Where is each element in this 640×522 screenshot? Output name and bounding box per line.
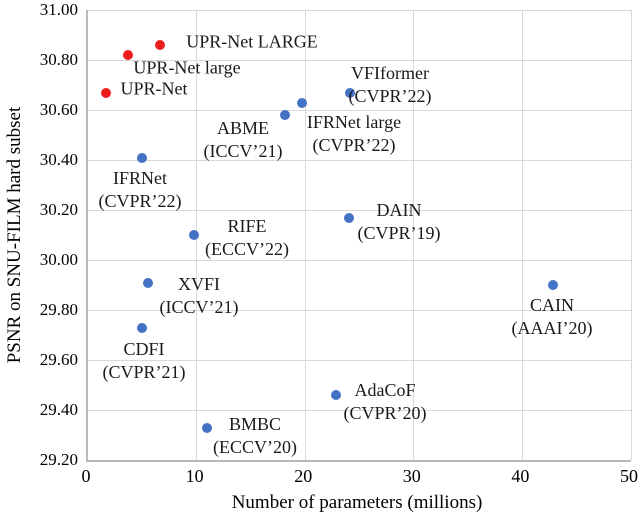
y-tick-label: 30.80 <box>39 50 78 69</box>
data-point <box>547 280 558 290</box>
method-venue: (AAAI’20) <box>511 318 593 338</box>
gridline-vertical <box>304 10 306 460</box>
data-point-label: IFRNet large (CVPR’22) <box>307 111 401 157</box>
data-point <box>123 50 134 60</box>
data-point <box>330 390 341 400</box>
method-venue: (ICCV’21) <box>203 141 283 161</box>
x-tick-label: 50 <box>620 466 638 486</box>
plot-area <box>86 9 632 462</box>
method-venue: (CVPR’19) <box>357 223 441 243</box>
data-point <box>101 87 112 98</box>
x-tick-label: 40 <box>511 466 530 486</box>
gridline-horizontal <box>88 209 631 211</box>
data-point-label: AdaCoF (CVPR’20) <box>343 379 426 425</box>
method-venue: (CVPR’22) <box>312 135 396 155</box>
method-name: CDFI <box>123 339 165 359</box>
data-point <box>202 422 213 433</box>
method-name: UPR-Net large <box>133 57 241 78</box>
data-point <box>142 277 153 288</box>
data-point-label: IFRNet (CVPR’22) <box>98 167 181 213</box>
gridline-horizontal <box>88 9 631 11</box>
data-point-label: RIFE (ECCV’22) <box>205 215 289 261</box>
y-tick-label: 30.00 <box>39 250 78 269</box>
method-name: VFIformer <box>351 63 429 83</box>
method-venue: (ICCV’21) <box>159 297 239 317</box>
y-tick-label: 29.40 <box>39 400 78 419</box>
gridline-horizontal <box>88 59 631 61</box>
data-point-label: ABME (ICCV’21) <box>204 117 283 163</box>
data-point-label: DAIN (CVPR’19) <box>357 199 440 245</box>
gridline-horizontal <box>88 359 631 361</box>
method-name: IFRNet <box>112 168 167 188</box>
data-point <box>344 87 355 98</box>
y-tick-label: 30.40 <box>39 150 78 169</box>
y-tick-label: 29.80 <box>39 300 78 319</box>
method-name: ABME <box>216 118 269 138</box>
gridline-horizontal <box>88 259 631 261</box>
method-venue: (ECCV’20) <box>213 437 297 457</box>
data-point-label: XVFI (ICCV’21) <box>160 273 239 319</box>
data-point-label: BMBC (ECCV’20) <box>213 413 297 459</box>
x-tick-label: 20 <box>294 466 313 486</box>
data-point <box>189 230 200 240</box>
method-name: UPR-Net <box>120 78 188 99</box>
data-point <box>296 97 307 108</box>
x-tick-label: 30 <box>402 466 421 486</box>
method-venue: (CVPR’22) <box>348 86 432 106</box>
y-tick-label: 31.00 <box>39 0 78 19</box>
data-point-label: UPR-Net <box>121 78 188 101</box>
method-venue: (CVPR’21) <box>102 362 186 382</box>
data-point <box>137 152 148 163</box>
gridline-horizontal <box>88 409 631 411</box>
method-name: UPR-Net LARGE <box>186 31 318 52</box>
x-tick-label: 0 <box>81 466 91 486</box>
method-venue: (CVPR’22) <box>98 191 182 211</box>
method-name: CAIN <box>529 295 574 315</box>
method-venue: (ECCV’22) <box>205 239 289 259</box>
x-axis-title: Number of parameters (millions) <box>231 492 483 513</box>
data-point-label: UPR-Net LARGE <box>186 31 318 54</box>
y-axis-title: PSNR on SNU-FILM hard subset <box>4 106 25 364</box>
method-name: RIFE <box>227 216 267 236</box>
y-tick-label: 30.60 <box>39 100 78 119</box>
data-point-label: UPR-Net large <box>133 57 240 80</box>
data-point-label: CAIN (AAAI’20) <box>512 294 593 340</box>
gridline-vertical <box>630 10 632 460</box>
data-point-label: CDFI (CVPR’21) <box>102 338 185 384</box>
method-name: AdaCoF <box>354 380 416 400</box>
method-name: BMBC <box>228 414 282 434</box>
data-point-label: VFIformer (CVPR’22) <box>348 62 431 108</box>
gridline-vertical <box>521 10 523 460</box>
data-point <box>137 322 148 333</box>
gridline-horizontal <box>88 309 631 311</box>
x-tick-label: 10 <box>185 466 204 486</box>
y-tick-label: 29.60 <box>39 350 78 369</box>
data-point <box>154 40 165 50</box>
gridline-horizontal <box>88 109 631 111</box>
method-name: IFRNet large <box>306 112 402 132</box>
data-point <box>343 212 354 223</box>
gridline-horizontal <box>88 159 631 161</box>
method-name: XVFI <box>177 274 220 294</box>
method-venue: (CVPR’20) <box>343 403 427 423</box>
data-point <box>279 110 290 120</box>
y-tick-label: 30.20 <box>39 200 78 219</box>
method-name: DAIN <box>376 200 422 220</box>
gridline-vertical <box>413 10 415 460</box>
y-tick-label: 29.20 <box>39 450 78 469</box>
